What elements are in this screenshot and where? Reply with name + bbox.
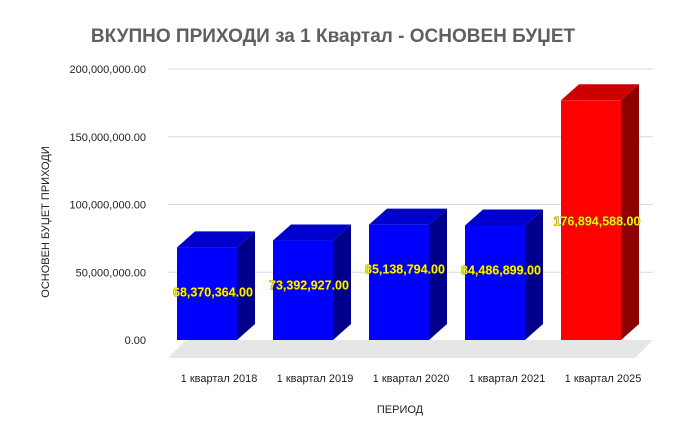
bar — [273, 224, 351, 340]
bar-top-face — [273, 224, 351, 241]
x-tick-label: 1 квартал 2025 — [565, 373, 642, 385]
chart-title: ВКУПНО ПРИХОДИ за 1 Квартал - ОСНОВЕН БУ… — [91, 26, 576, 47]
bar — [177, 231, 255, 340]
data-label: 84,486,899.00 — [461, 264, 541, 278]
y-tick-label: 150,000,000.00 — [70, 132, 146, 144]
y-tick-label: 50,000,000.00 — [76, 267, 146, 279]
bar-top-face — [177, 231, 255, 248]
x-tick-label: 1 квартал 2019 — [277, 373, 354, 385]
bar-front-face — [177, 247, 237, 340]
y-tick-label: 100,000,000.00 — [70, 200, 146, 212]
bar-front-face — [369, 224, 429, 340]
data-label: 73,392,927.00 — [269, 279, 349, 293]
y-axis-label: ОСНОВЕН БУЏЕТ ПРИХОДИ — [40, 146, 52, 297]
bar-top-face — [561, 84, 639, 101]
bar-side-face — [237, 231, 255, 340]
bar-side-face — [429, 208, 447, 340]
chart-floor — [168, 340, 653, 358]
y-tick-label: 0.00 — [125, 335, 146, 347]
data-label: 68,370,364.00 — [173, 285, 253, 299]
x-tick-label: 1 квартал 2018 — [181, 373, 258, 385]
bar-front-face — [465, 225, 525, 340]
y-tick-label: 200,000,000.00 — [70, 64, 146, 76]
bar-side-face — [333, 224, 351, 340]
bar-top-face — [369, 208, 447, 225]
x-tick-label: 1 квартал 2021 — [469, 373, 546, 385]
bar-side-face — [525, 209, 543, 340]
x-tick-label: 1 квартал 2020 — [373, 373, 450, 385]
bar — [561, 84, 639, 340]
data-label: 85,138,794.00 — [365, 263, 445, 277]
bar — [465, 209, 543, 340]
bar-front-face — [273, 240, 333, 340]
bar-side-face — [621, 84, 639, 340]
bar-top-face — [465, 209, 543, 226]
bar — [369, 208, 447, 340]
x-axis-label: ПЕРИОД — [377, 404, 424, 416]
bar-front-face — [561, 100, 621, 340]
data-label: 176,894,588.00 — [554, 214, 641, 228]
